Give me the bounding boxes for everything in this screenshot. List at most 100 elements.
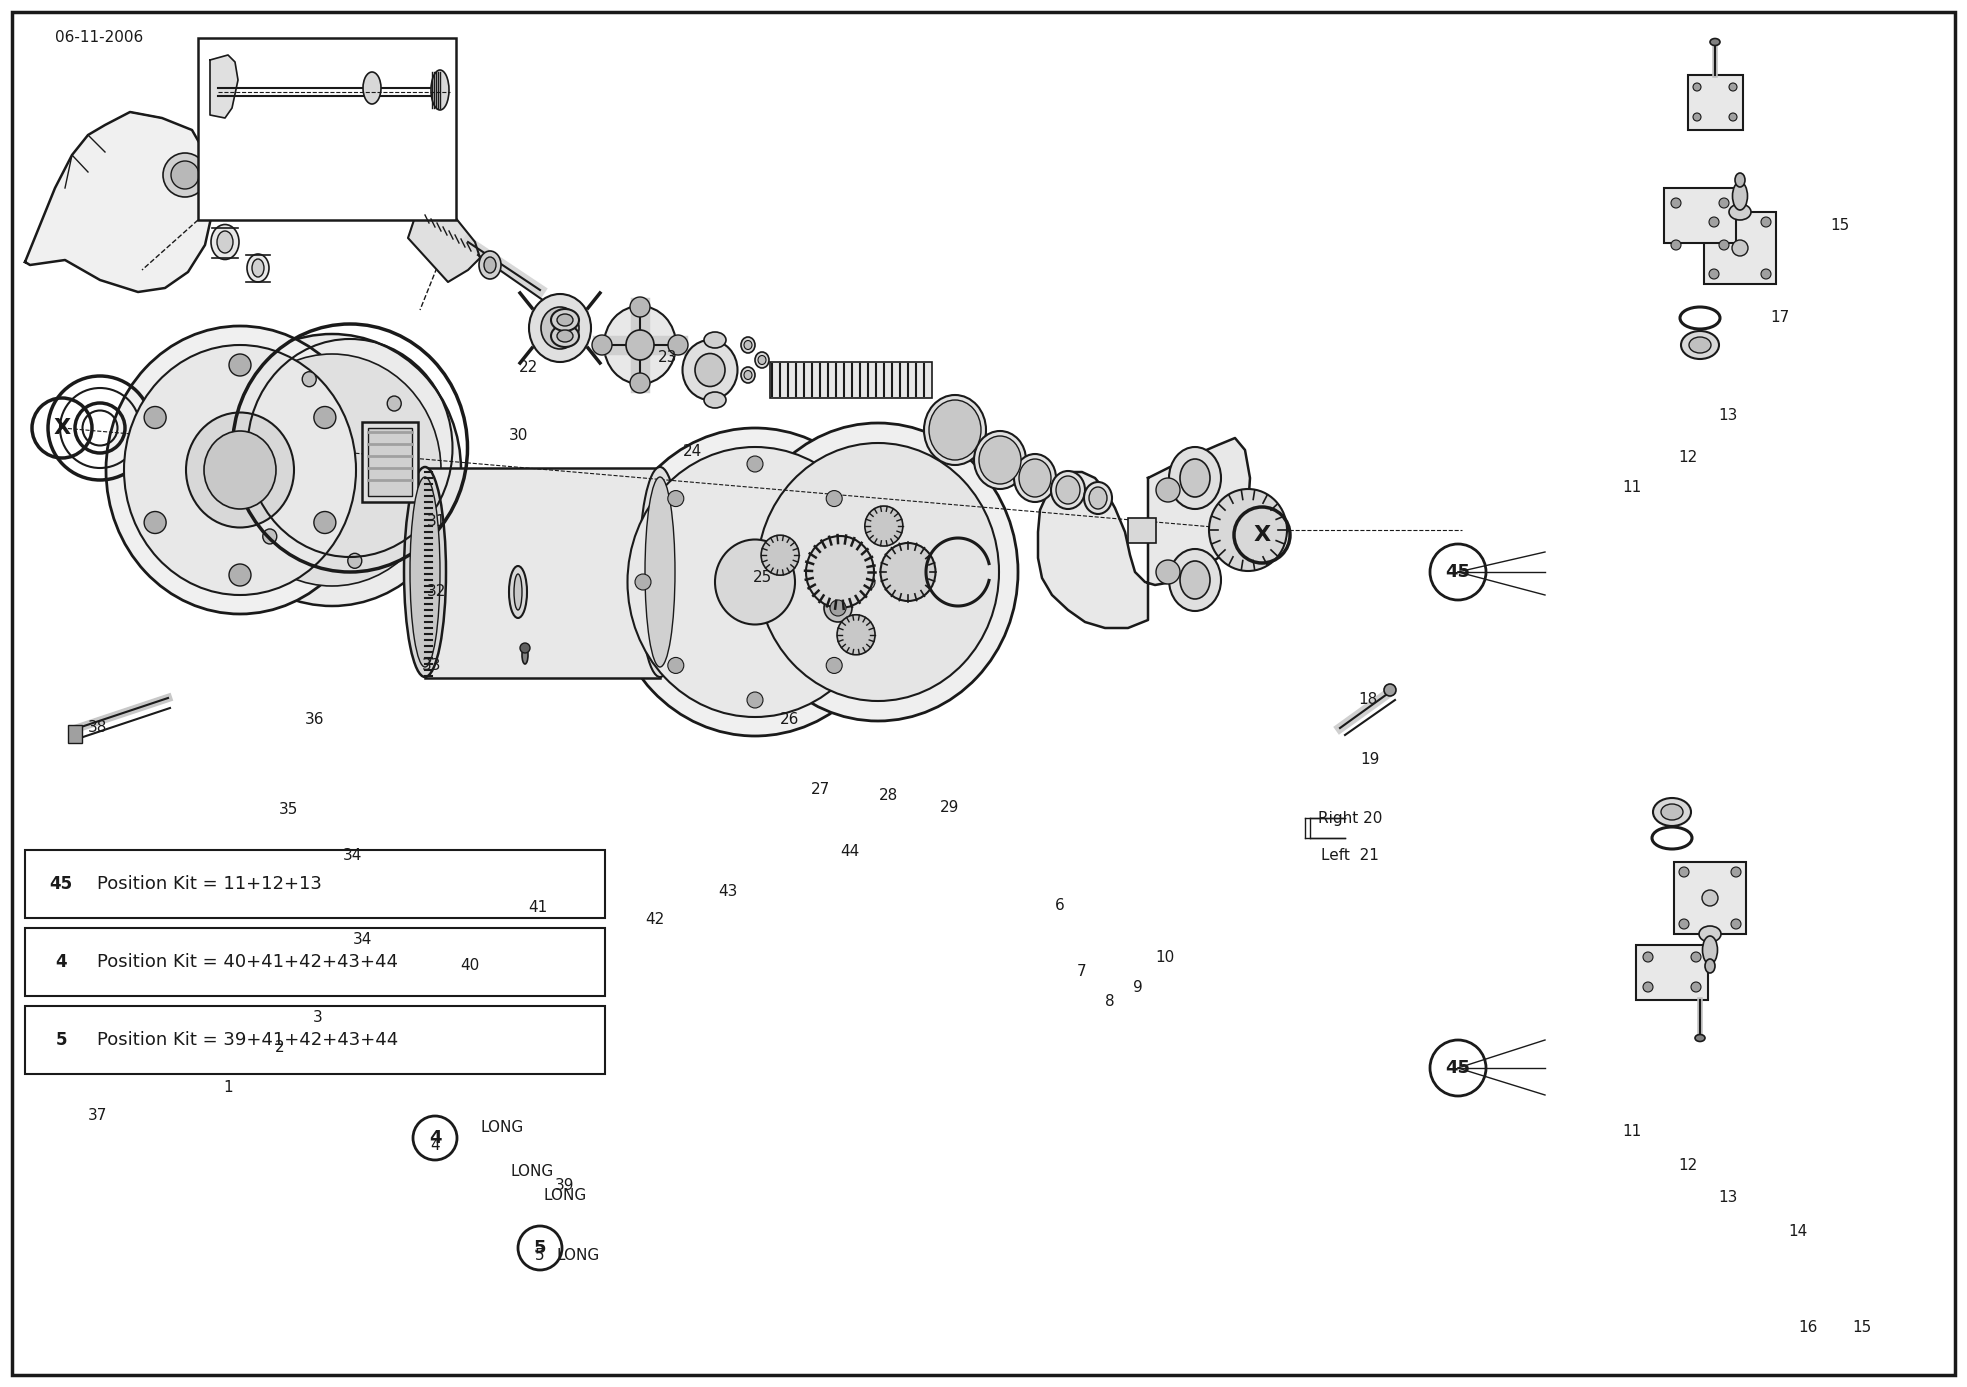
Circle shape	[826, 657, 842, 674]
Text: 4: 4	[55, 953, 67, 971]
Circle shape	[1692, 951, 1701, 963]
Circle shape	[1701, 890, 1717, 906]
Ellipse shape	[529, 294, 590, 362]
Text: 33: 33	[423, 657, 443, 673]
Ellipse shape	[738, 423, 1019, 721]
Bar	[26, 1006, 606, 1074]
Text: 4: 4	[431, 1137, 441, 1153]
Ellipse shape	[744, 340, 751, 350]
Text: 3: 3	[313, 1011, 323, 1025]
Circle shape	[830, 601, 846, 616]
Ellipse shape	[928, 399, 982, 460]
Ellipse shape	[1180, 560, 1210, 599]
Circle shape	[144, 512, 165, 534]
Text: 45: 45	[1446, 563, 1471, 581]
Ellipse shape	[106, 326, 374, 614]
Circle shape	[1733, 240, 1749, 257]
Ellipse shape	[714, 540, 795, 624]
Ellipse shape	[1652, 798, 1692, 827]
Ellipse shape	[205, 431, 275, 509]
Text: 8: 8	[1105, 994, 1115, 1010]
Ellipse shape	[364, 72, 382, 104]
Ellipse shape	[240, 438, 254, 454]
Text: Position Kit = 11+12+13: Position Kit = 11+12+13	[96, 875, 323, 893]
Ellipse shape	[742, 337, 755, 354]
Polygon shape	[407, 196, 480, 282]
Text: Left  21: Left 21	[1322, 847, 1379, 863]
Text: 45: 45	[49, 875, 73, 893]
Text: LONG: LONG	[543, 1187, 586, 1203]
Bar	[362, 422, 419, 502]
Circle shape	[315, 406, 336, 429]
Text: 5: 5	[533, 1239, 547, 1257]
Circle shape	[747, 692, 763, 707]
Ellipse shape	[704, 393, 726, 408]
Text: 7: 7	[1078, 964, 1088, 979]
Bar	[69, 725, 83, 743]
Bar	[1703, 212, 1776, 284]
Text: 5: 5	[535, 1247, 545, 1262]
Ellipse shape	[755, 352, 769, 368]
Bar	[1674, 861, 1747, 933]
Ellipse shape	[694, 354, 726, 387]
Text: X: X	[1253, 526, 1271, 545]
Ellipse shape	[1084, 483, 1111, 515]
Ellipse shape	[1168, 549, 1222, 612]
Text: 23: 23	[659, 351, 679, 366]
Text: 32: 32	[427, 584, 447, 599]
Polygon shape	[210, 55, 238, 118]
Text: 18: 18	[1359, 692, 1377, 707]
Ellipse shape	[403, 467, 447, 677]
Circle shape	[1729, 83, 1737, 92]
Circle shape	[635, 574, 651, 589]
Ellipse shape	[348, 553, 362, 569]
Text: 34: 34	[352, 932, 372, 947]
Text: 40: 40	[460, 957, 480, 972]
Text: 13: 13	[1719, 408, 1737, 423]
Circle shape	[1642, 982, 1652, 992]
Circle shape	[669, 491, 685, 506]
Text: Right 20: Right 20	[1318, 810, 1383, 825]
Ellipse shape	[757, 355, 765, 365]
Text: 28: 28	[879, 788, 897, 803]
Circle shape	[1680, 867, 1690, 877]
Circle shape	[826, 491, 842, 506]
Text: 12: 12	[1678, 451, 1698, 466]
Ellipse shape	[1696, 1035, 1705, 1042]
Ellipse shape	[557, 330, 572, 343]
Ellipse shape	[509, 566, 527, 619]
Ellipse shape	[881, 542, 936, 601]
Text: LONG: LONG	[480, 1121, 523, 1136]
Ellipse shape	[742, 368, 755, 383]
Text: 42: 42	[645, 913, 665, 928]
Ellipse shape	[1385, 684, 1397, 696]
Ellipse shape	[761, 535, 799, 576]
Bar	[26, 928, 606, 996]
Ellipse shape	[639, 467, 681, 677]
Ellipse shape	[431, 69, 448, 110]
Text: 29: 29	[940, 800, 960, 816]
Circle shape	[1157, 560, 1180, 584]
Bar	[26, 850, 606, 918]
Ellipse shape	[704, 331, 726, 348]
Ellipse shape	[626, 330, 653, 361]
Ellipse shape	[980, 436, 1021, 484]
Ellipse shape	[683, 340, 738, 399]
Text: 1: 1	[222, 1080, 232, 1096]
Text: 5: 5	[55, 1031, 67, 1049]
Ellipse shape	[203, 334, 460, 606]
Ellipse shape	[187, 412, 293, 527]
Ellipse shape	[521, 646, 527, 664]
Ellipse shape	[222, 354, 441, 585]
Ellipse shape	[1015, 454, 1056, 502]
Ellipse shape	[124, 345, 356, 595]
Ellipse shape	[645, 477, 675, 667]
Text: 30: 30	[507, 429, 527, 444]
Text: 11: 11	[1623, 480, 1642, 495]
Polygon shape	[26, 112, 214, 293]
Ellipse shape	[551, 325, 578, 347]
Ellipse shape	[1733, 182, 1747, 209]
Ellipse shape	[1699, 927, 1721, 942]
Text: 37: 37	[87, 1107, 106, 1122]
Text: 27: 27	[810, 782, 830, 798]
